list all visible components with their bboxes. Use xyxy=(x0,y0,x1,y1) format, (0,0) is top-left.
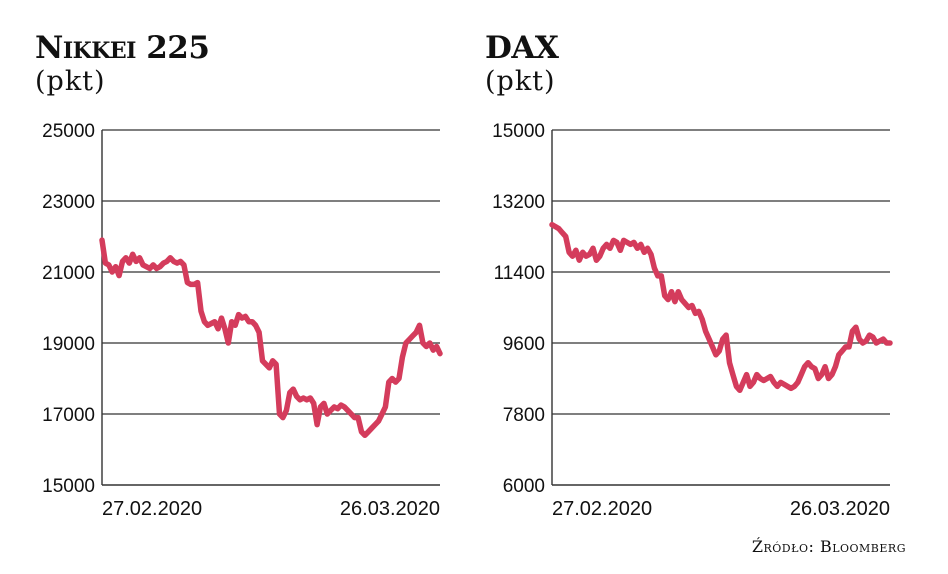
y-tick-label: 6000 xyxy=(503,476,545,497)
y-tick-label: 23000 xyxy=(42,192,95,213)
chart-unit-label: (pkt) xyxy=(35,66,106,97)
x-tick-label: 27.02.2020 xyxy=(552,498,652,520)
y-tick-label: 9600 xyxy=(503,334,545,355)
series-line xyxy=(549,221,893,394)
y-tick-label: 15000 xyxy=(492,121,545,142)
y-tick-label: 17000 xyxy=(42,405,95,426)
dax-plot: 6000 7800 9600 11400 13200 15000 27.02.2020 26.… xyxy=(492,121,893,520)
source-note: Źródło: Bloomberg xyxy=(751,537,906,556)
y-tick-label: 15000 xyxy=(42,476,95,497)
x-tick-label: 27.02.2020 xyxy=(102,498,202,520)
y-tick-label: 21000 xyxy=(42,263,95,284)
y-tick-label: 13200 xyxy=(492,192,545,213)
chart-title: Nikkei 225 xyxy=(35,30,210,66)
y-tick-label: 25000 xyxy=(42,121,95,142)
x-tick-label: 26.03.2020 xyxy=(340,498,440,520)
chart-title: DAX xyxy=(485,30,559,66)
nikkei-plot: 15000 17000 19000 21000 23000 25000 27.02.2020… xyxy=(42,121,443,520)
dax-chart-panel: DAX (pkt) 6000 7800 9600 11400 13200 15000 27.… xyxy=(475,0,935,574)
series-line xyxy=(99,237,443,439)
y-tick-label: 11400 xyxy=(494,263,545,284)
y-tick-label: 7800 xyxy=(503,405,545,426)
chart-unit-label: (pkt) xyxy=(485,66,556,97)
nikkei-chart-panel: Nikkei 225 (pkt) 15000 17000 19000 21000 230… xyxy=(25,0,485,574)
x-tick-label: 26.03.2020 xyxy=(790,498,890,520)
y-tick-label: 19000 xyxy=(42,334,95,355)
